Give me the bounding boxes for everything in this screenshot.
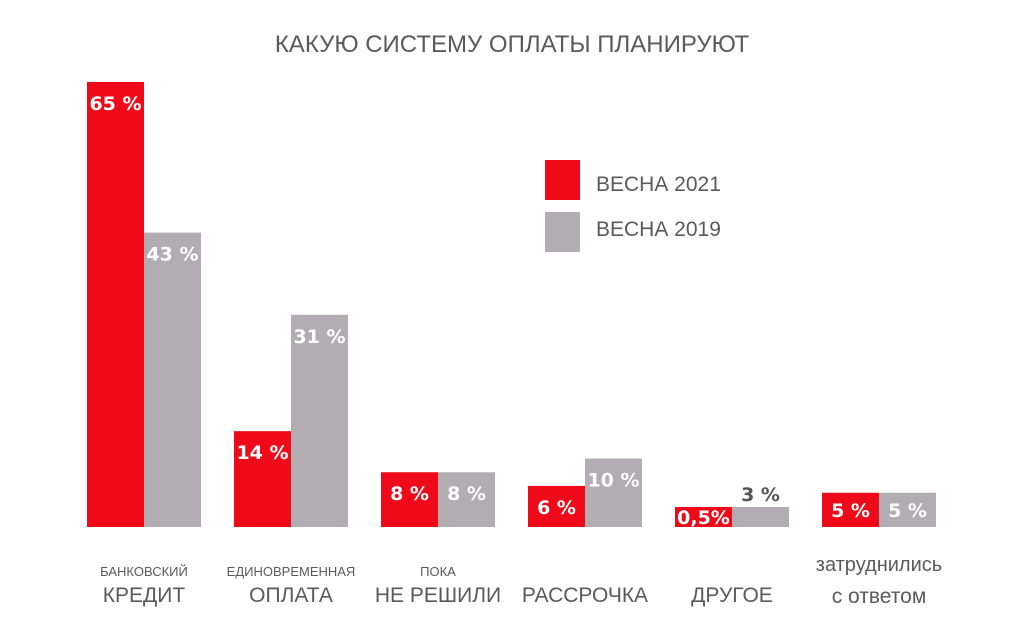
bar-labels-group: 65 % 43 % 14 % 31 % 8 % 8 % 6 % 10 % 0,5% 3 % 5 % 5… xyxy=(89,93,926,529)
bar-label-vesna-2021-5: 5 % xyxy=(831,500,870,522)
bar-label-vesna-2019-1: 31 % xyxy=(293,326,345,348)
category-label-line1-1: ЕДИНОВРЕМЕННАЯ xyxy=(227,564,356,579)
category-label-line2-2: НЕ РЕШИЛИ xyxy=(375,584,501,607)
bar-vesna-2021-3 xyxy=(528,485,585,527)
legend-label-vesna-2021: ВЕСНА 2021 xyxy=(596,173,721,196)
bar-vesna-2019-5 xyxy=(879,492,936,527)
bar-label-vesna-2021-0: 65 % xyxy=(89,93,141,115)
bars-group xyxy=(87,82,936,527)
category-label-line2-5: с ответом xyxy=(832,585,927,608)
bar-vesna-2021-1 xyxy=(234,431,291,527)
bar-label-vesna-2021-3: 6 % xyxy=(537,497,576,519)
bar-vesna-2021-0 xyxy=(87,82,144,527)
bar-label-vesna-2021-1: 14 % xyxy=(236,442,288,464)
category-label-line1-2: ПОКА xyxy=(420,564,456,579)
chart-title: КАКУЮ СИСТЕМУ ОПЛАТЫ ПЛАНИРУЮТ xyxy=(275,31,750,58)
bar-vesna-2021-5 xyxy=(822,492,879,527)
category-label-line2-1: ОПЛАТА xyxy=(249,584,333,607)
legend: ВЕСНА 2021 ВЕСНА 2019 xyxy=(545,160,721,252)
bar-label-vesna-2019-0: 43 % xyxy=(146,244,198,266)
category-label-line2-0: КРЕДИТ xyxy=(103,584,186,607)
bar-vesna-2019-2 xyxy=(438,472,495,527)
bar-label-vesna-2019-5: 5 % xyxy=(888,500,927,522)
bar-vesna-2019-3 xyxy=(585,458,642,527)
bar-vesna-2021-4 xyxy=(675,507,732,527)
bar-label-vesna-2019-3: 10 % xyxy=(587,470,639,492)
bar-label-vesna-2021-2: 8 % xyxy=(390,483,429,505)
bar-vesna-2019-1 xyxy=(291,314,348,527)
bar-label-vesna-2019-4: 3 % xyxy=(741,484,780,506)
category-labels-group: БАНКОВСКИЙ КРЕДИТ ЕДИНОВРЕМЕННАЯ ОПЛАТА ПОКА… xyxy=(100,554,942,608)
category-label-line2-4: ДРУГОЕ xyxy=(691,584,773,607)
bar-vesna-2021-2 xyxy=(381,472,438,527)
category-label-line1-5: затруднились xyxy=(816,554,942,576)
legend-swatch-vesna-2021 xyxy=(545,160,580,200)
bar-vesna-2019-0 xyxy=(144,232,201,527)
category-label-line2-3: РАССРОЧКА xyxy=(522,584,648,607)
legend-swatch-vesna-2019 xyxy=(545,212,580,252)
category-label-line1-0: БАНКОВСКИЙ xyxy=(100,564,188,579)
bar-label-vesna-2021-4: 0,5% xyxy=(677,507,730,529)
bar-vesna-2019-4 xyxy=(732,507,789,527)
legend-label-vesna-2019: ВЕСНА 2019 xyxy=(596,218,721,241)
bar-label-vesna-2019-2: 8 % xyxy=(447,483,486,505)
